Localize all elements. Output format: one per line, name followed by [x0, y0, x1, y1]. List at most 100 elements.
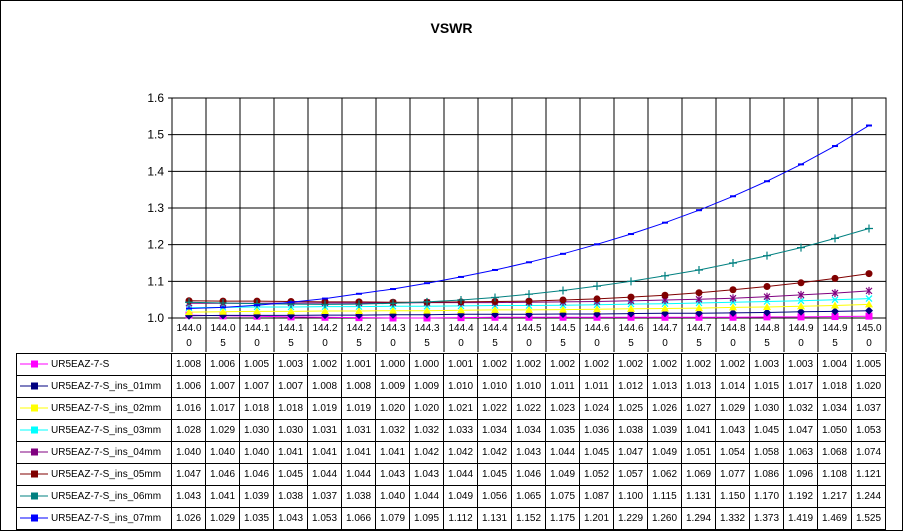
table-cell: 1.045 — [273, 463, 308, 486]
table-cell: 1.046 — [239, 463, 274, 486]
x-tick-label-line1: 144.0 — [210, 323, 235, 334]
x-tick-label-line1: 144.8 — [754, 323, 779, 334]
table-cell: 1.053 — [307, 507, 342, 530]
data-point — [457, 296, 465, 305]
table-cell: 1.150 — [715, 485, 750, 508]
table-cell: 1.079 — [375, 507, 410, 530]
table-cell: 1.002 — [307, 353, 342, 376]
table-cell: 1.043 — [409, 463, 444, 486]
x-tick-label-line1: 144.3 — [414, 323, 439, 334]
data-point — [355, 307, 363, 315]
data-point — [831, 313, 839, 321]
table-row: UR5EAZ-7-S_ins_05mm 1.047 1.046 1.046 1.045 1… — [16, 463, 886, 486]
table-row: UR5EAZ-7-S_ins_07mm 1.026 1.029 1.035 1.043 1… — [16, 507, 886, 530]
x-tick-label-line2: 5 — [220, 338, 226, 349]
data-table: UR5EAZ-7-S 1.008 1.006 1.005 1.003 1.002 1.001… — [16, 353, 886, 530]
x-tick-label-line2: 5 — [560, 338, 566, 349]
x-tick-label-line2: 0 — [730, 338, 736, 349]
data-point — [661, 313, 669, 321]
legend-key — [20, 514, 48, 522]
legend-series-name: UR5EAZ-7-S — [51, 358, 110, 370]
y-tick-label: 1.4 — [147, 164, 164, 178]
x-tick-label-line2: 5 — [832, 338, 838, 349]
data-point — [695, 313, 703, 321]
table-cell: 1.002 — [511, 353, 546, 376]
table-cell: 1.002 — [477, 353, 512, 376]
data-point — [865, 286, 873, 295]
data-point — [865, 224, 873, 233]
table-row: UR5EAZ-7-S 1.008 1.006 1.005 1.003 1.002 1.001… — [16, 353, 886, 376]
table-cell: 1.002 — [647, 353, 682, 376]
x-tick-label-line2: 0 — [322, 338, 328, 349]
data-point — [695, 309, 703, 318]
table-cell: 1.018 — [273, 397, 308, 420]
data-point — [729, 308, 737, 317]
table-cell: 1.068 — [817, 441, 852, 464]
data-point — [593, 282, 601, 291]
legend-key — [20, 382, 48, 390]
table-cell: 1.046 — [511, 463, 546, 486]
table-cell: 1.018 — [239, 397, 274, 420]
table-cell: 1.030 — [239, 419, 274, 442]
data-point — [321, 307, 329, 315]
data-point — [763, 303, 771, 310]
table-cell: 1.217 — [817, 485, 852, 508]
table-cell: 1.057 — [613, 463, 648, 486]
table-cell: 1.062 — [647, 463, 682, 486]
table-cell: 1.170 — [749, 485, 784, 508]
data-point — [865, 312, 873, 320]
table-row: UR5EAZ-7-S_ins_01mm 1.006 1.007 1.007 1.007 1… — [16, 375, 886, 398]
data-point — [423, 306, 431, 314]
table-cell: 1.152 — [511, 507, 546, 530]
data-point — [763, 292, 771, 301]
table-cell: 1.022 — [511, 397, 546, 420]
table-cell: 1.011 — [579, 375, 614, 398]
x-tick-label-line1: 144.0 — [176, 323, 201, 334]
table-cell: 1.034 — [817, 397, 852, 420]
data-point — [797, 290, 805, 299]
table-cell: 1.031 — [307, 419, 342, 442]
data-point — [831, 307, 839, 316]
legend-series-name: UR5EAZ-7-S_ins_07mm — [51, 512, 162, 524]
table-cell: 1.201 — [579, 507, 614, 530]
legend-cell: UR5EAZ-7-S_ins_05mm — [16, 463, 172, 486]
data-point — [729, 259, 737, 267]
table-cell: 1.043 — [715, 419, 750, 442]
table-cell: 1.043 — [273, 507, 308, 530]
table-cell: 1.066 — [341, 507, 376, 530]
table-cell: 1.049 — [545, 463, 580, 486]
table-cell: 1.040 — [239, 441, 274, 464]
table-cell: 1.020 — [851, 375, 886, 398]
table-cell: 1.040 — [205, 441, 240, 464]
table-cell: 1.058 — [749, 441, 784, 464]
data-point — [627, 293, 635, 301]
table-row: UR5EAZ-7-S_ins_02mm 1.016 1.017 1.018 1.018 1… — [16, 397, 886, 420]
x-tick-label-line2: 0 — [866, 338, 872, 349]
data-point — [491, 298, 499, 305]
table-cell: 1.373 — [749, 507, 784, 530]
data-point — [661, 271, 669, 280]
table-cell: 1.037 — [307, 485, 342, 508]
data-point — [695, 289, 703, 297]
x-tick-label-line1: 144.7 — [686, 323, 711, 334]
table-cell: 1.034 — [477, 419, 512, 442]
table-cell: 1.009 — [375, 375, 410, 398]
table-cell: 1.041 — [681, 419, 716, 442]
x-tick-label-line2: 0 — [798, 338, 804, 349]
data-point — [355, 300, 363, 309]
legend-series-name: UR5EAZ-7-S_ins_03mm — [51, 424, 162, 436]
x-tick-label-line1: 144.8 — [720, 323, 745, 334]
table-cell: 1.045 — [579, 441, 614, 464]
data-point — [729, 286, 737, 294]
table-cell: 1.050 — [817, 419, 852, 442]
x-tick-label-line1: 144.4 — [482, 323, 507, 334]
table-cell: 1.047 — [171, 463, 206, 486]
data-point — [253, 299, 261, 308]
data-point — [457, 306, 465, 314]
table-cell: 1.010 — [511, 375, 546, 398]
data-point — [831, 274, 839, 282]
x-tick-label-line1: 144.3 — [380, 323, 405, 334]
data-point — [729, 303, 737, 311]
table-cell: 1.041 — [341, 441, 376, 464]
table-cell: 1.010 — [477, 375, 512, 398]
